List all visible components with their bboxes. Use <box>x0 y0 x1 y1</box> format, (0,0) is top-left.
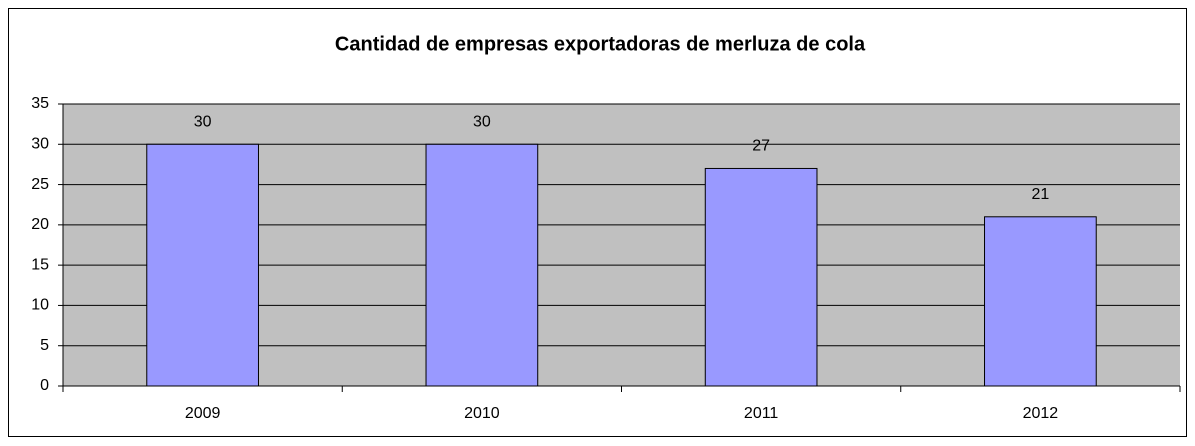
data-label: 21 <box>1031 186 1049 203</box>
y-tick-label: 5 <box>40 337 49 354</box>
y-tick-label: 20 <box>31 216 49 233</box>
data-label: 30 <box>194 114 212 131</box>
y-tick-label: 25 <box>31 176 49 193</box>
x-tick-label: 2009 <box>185 405 221 422</box>
data-label: 27 <box>752 138 770 155</box>
x-tick-label: 2012 <box>1023 405 1059 422</box>
bar <box>146 143 259 387</box>
bar <box>704 167 818 387</box>
x-tick-label: 2010 <box>464 405 500 422</box>
y-tick-label: 0 <box>40 377 49 394</box>
y-tick-label: 15 <box>31 256 49 273</box>
bar <box>984 216 1097 387</box>
y-tick-label: 30 <box>31 136 49 153</box>
data-label: 30 <box>473 114 491 131</box>
chart-title: Cantidad de empresas exportadoras de mer… <box>335 33 866 55</box>
x-tick-label: 2011 <box>744 405 779 422</box>
bar <box>425 143 539 387</box>
y-tick-label: 10 <box>31 297 49 314</box>
y-tick-label: 35 <box>31 95 49 112</box>
